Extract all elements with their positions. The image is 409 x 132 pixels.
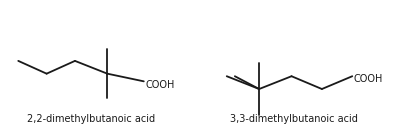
Text: 3,3-dimethylbutanoic acid: 3,3-dimethylbutanoic acid (229, 114, 357, 124)
Text: COOH: COOH (353, 74, 383, 84)
Text: 2,2-dimethylbutanoic acid: 2,2-dimethylbutanoic acid (27, 114, 155, 124)
Text: COOH: COOH (146, 80, 175, 89)
